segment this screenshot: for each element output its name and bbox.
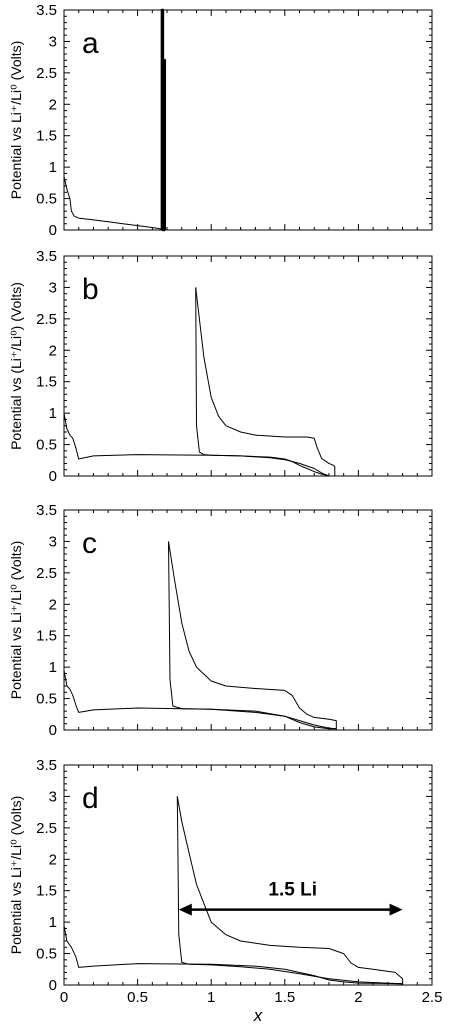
y-tick-label: 1 [49, 405, 57, 422]
y-tick-label: 0.5 [36, 946, 57, 963]
x-tick-label: 0 [60, 989, 68, 1006]
data-series-line [176, 796, 404, 985]
x-axis-label: x [253, 1006, 263, 1024]
data-series-line [195, 287, 336, 476]
plot-frame [63, 9, 433, 231]
y-tick-label: 0 [49, 468, 57, 485]
y-tick-label: 1 [49, 659, 57, 676]
y-tick-label: 1.5 [36, 883, 57, 900]
y-tick-label: 2.5 [36, 65, 57, 82]
y-tick-label: 0 [49, 722, 57, 739]
panel-d: 0 0.5 1 1.5 2 2.5 3 3.5 0 0.5 1 1.5 2 2.5 x Potential v… [8, 757, 442, 1024]
y-tick-label: 2 [49, 596, 57, 613]
y-tick-label: 2 [49, 96, 57, 113]
y-tick-label: 3 [49, 788, 57, 805]
data-series-line [63, 670, 337, 730]
y-tick-label: 0.5 [36, 691, 57, 708]
panel-b: 0 0.5 1 1.5 2 2.5 3 3.5 Potential vs (Li⁺/Li⁰) (… [8, 248, 433, 485]
plot-frame [63, 255, 433, 477]
data-series-line [168, 541, 337, 730]
y-tick-label: 0 [49, 977, 57, 994]
x-tick-label: 2 [354, 989, 362, 1006]
panel-a: 0 0.5 1 1.5 2 2.5 3 3.5 Potential vs Li⁺/Li⁰ (Vo… [8, 2, 433, 239]
y-tick-label: 0.5 [36, 437, 57, 454]
y-tick-label: 3.5 [36, 2, 57, 19]
plot-frame [63, 509, 433, 731]
y-tick-label: 1 [49, 159, 57, 176]
y-tick-label: 1.5 [36, 128, 57, 145]
panel-letter: d [82, 782, 99, 815]
y-tick-label: 1.5 [36, 628, 57, 645]
plot-frame [63, 764, 433, 986]
annotation-arrowhead-left [178, 903, 192, 916]
y-tick-label: 0 [49, 222, 57, 239]
x-tick-label: 1.5 [274, 989, 295, 1006]
y-tick-label: 1 [49, 914, 57, 931]
y-axis-label: Potential vs Li⁺/Li⁰ (Volts) [8, 541, 24, 700]
y-tick-label: 3 [49, 279, 57, 296]
data-series-line [63, 925, 403, 985]
x-tick-label: 2.5 [422, 989, 443, 1006]
y-tick-label: 2.5 [36, 820, 57, 837]
y-tick-label: 3.5 [36, 757, 57, 774]
annotation-label: 1.5 Li [268, 880, 317, 901]
data-series-line [195, 287, 330, 477]
x-tick-label: 1 [207, 989, 215, 1006]
y-tick-label: 1.5 [36, 374, 57, 391]
data-series-line [63, 176, 164, 231]
panel-letter: c [82, 527, 97, 560]
y-tick-label: 3.5 [36, 502, 57, 519]
y-tick-label: 2 [49, 342, 57, 359]
data-series-line [160, 8, 167, 232]
y-axis-label: Potential vs Li⁺/Li⁰ (Volts) [8, 41, 24, 200]
y-axis-label: Potential vs (Li⁺/Li⁰) (Volts) [8, 282, 24, 450]
panel-letter: a [82, 27, 99, 60]
y-tick-label: 3 [49, 33, 57, 50]
y-tick-label: 3.5 [36, 248, 57, 265]
data-series-line [168, 541, 337, 730]
data-series-line [176, 796, 403, 985]
panel-c: 0 0.5 1 1.5 2 2.5 3 3.5 Potential vs Li⁺/Li⁰ (Vo… [8, 502, 433, 739]
y-tick-label: 2.5 [36, 311, 57, 328]
y-tick-label: 2 [49, 851, 57, 868]
y-axis-label: Potential vs Li⁺/Li⁰ (Volts) [8, 796, 24, 955]
y-tick-label: 2.5 [36, 565, 57, 582]
panel-letter: b [82, 273, 99, 306]
y-tick-label: 0.5 [36, 191, 57, 208]
annotation-arrowhead-right [389, 903, 403, 916]
y-tick-label: 3 [49, 533, 57, 550]
x-tick-label: 0.5 [127, 989, 148, 1006]
